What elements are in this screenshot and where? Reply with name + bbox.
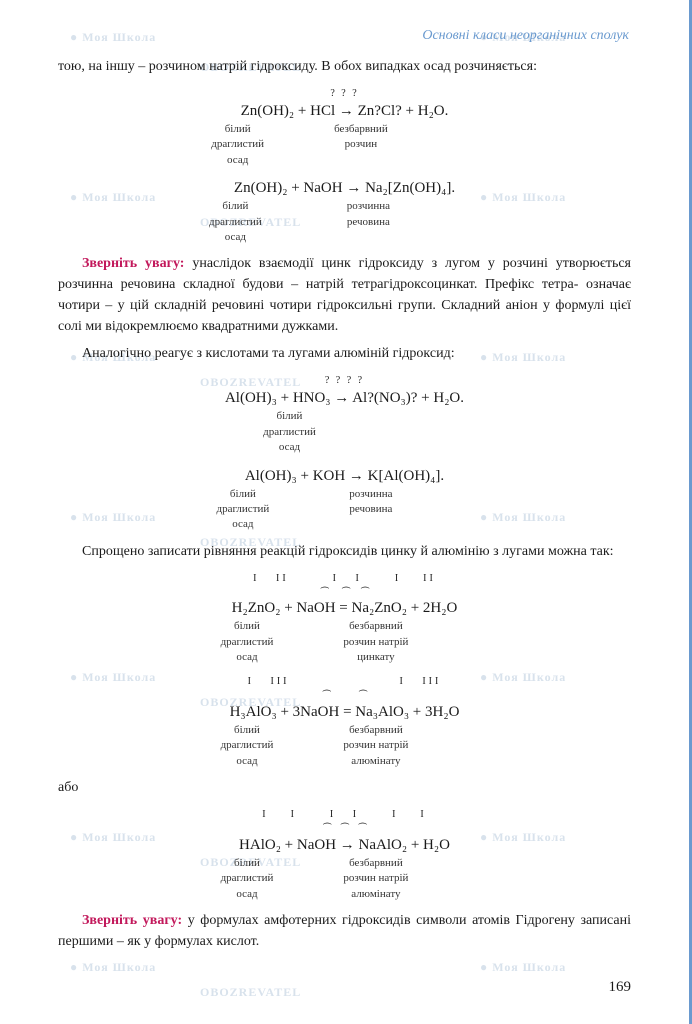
page-number: 169: [609, 979, 632, 996]
equation-3: ? ? ? ? Al(OH)₃ + HNO₃ → Al?(NO₃)? + H₂O…: [58, 374, 631, 455]
equation-1: ? ? ? Zn(OH)₂ + HCl → Zn?Cl? + H₂O. біли…: [58, 87, 631, 168]
attention-1: Зверніть увагу: унаслідок взаємодії цинк…: [58, 253, 631, 337]
attention-2: Зверніть увагу: у формулах амфотерних гі…: [58, 910, 631, 952]
paragraph-4: або: [58, 777, 631, 798]
watermark: Моя Школа: [70, 960, 156, 975]
equation-7: I I I I I I ⏜ ⏜ ⏜ HAlO₂ + NaOH → NaAlO₂ …: [58, 808, 631, 902]
equation-5: I II I I I II ⏜ ⏜ ⏜ H₂ZnO₂ + NaOH = Na₂Z…: [58, 572, 631, 666]
paragraph-1: тою, на іншу – розчином натрій гідроксид…: [58, 56, 631, 77]
equation-2: Zn(OH)₂ + NaOH → Na₂[Zn(OH)₄]. білий дра…: [58, 178, 631, 245]
equation-4: Al(OH)₃ + KOH → K[Al(OH)₄]. білий драгли…: [58, 466, 631, 533]
section-header: Основні класи неорганічних сполук: [58, 28, 631, 44]
paragraph-3: Спрощено записати рівняння реакцій гідро…: [58, 541, 631, 562]
watermark: OBOZREVATEL: [200, 985, 301, 1000]
equation-6: I III I III ⏜ ⏜ H₃AlO₃ + 3NaOH = Na₃AlO₃…: [58, 675, 631, 769]
watermark: Моя Школа: [480, 960, 566, 975]
paragraph-2: Аналогічно реагує з кислотами та лугами …: [58, 343, 631, 364]
